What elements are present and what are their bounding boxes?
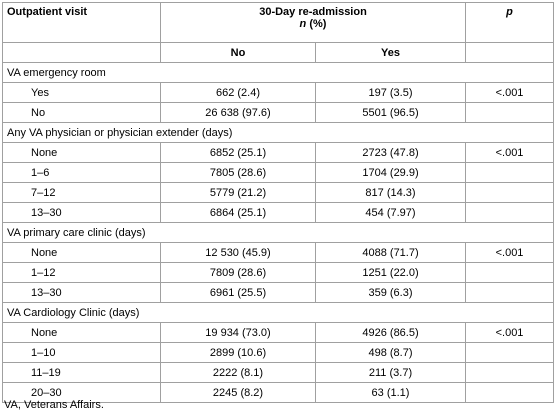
cell-yes: 4088 (71.7) [314,242,467,263]
data-row: Yes 662 (2.4) 197 (3.5) <.001 [2,82,555,103]
data-row: 13–30 6864 (25.1) 454 (7.97) [2,202,555,223]
col-header: Outpatient visit [2,2,161,43]
col-header: No [160,42,316,63]
section-label: Any VA physician or physician extender (… [1,122,555,143]
cell-yes: 359 (6.3) [314,282,467,303]
cell-p: <.001 [465,322,555,343]
empty-cell [465,382,555,403]
data-row: None 6852 (25.1) 2723 (47.8) <.001 [2,142,555,163]
row-label: 1–10 [2,342,161,363]
cell-yes: 5501 (96.5) [314,102,467,123]
cell-no: 26 638 (97.6) [160,102,316,123]
cell-p: <.001 [465,242,555,263]
data-row: 1–6 7805 (28.6) 1704 (29.9) [2,162,555,183]
data-row: None 19 934 (73.0) 4926 (86.5) <.001 [2,322,555,343]
cell-yes: 454 (7.97) [314,202,467,223]
empty-cell [465,42,555,63]
cell-no: 12 530 (45.9) [160,242,316,263]
group-header: 30-Day re-admission n (%) [159,2,467,43]
cell-no: 7805 (28.6) [160,162,316,183]
cell-no: 5779 (21.2) [160,182,316,203]
section-row: VA primary care clinic (days) [1,222,555,243]
empty-cell [2,42,161,63]
cell-yes: 2723 (47.8) [314,142,467,163]
cell-yes: 817 (14.3) [314,182,467,203]
row-label: 7–12 [2,182,161,203]
row-label: 1–12 [2,262,161,283]
col-header: Yes [314,42,467,63]
section-row: VA emergency room [1,62,555,83]
empty-cell [465,202,555,223]
cell-no: 662 (2.4) [160,82,316,103]
group-title: 30-Day re-admission [259,6,367,18]
empty-cell [465,162,555,183]
section-row: Any VA physician or physician extender (… [1,122,555,143]
data-row: No 26 638 (97.6) 5501 (96.5) [2,102,555,123]
row-label: 11–19 [2,362,161,383]
data-row: 20–30 2245 (8.2) 63 (1.1) [2,382,555,403]
footnote: VA, Veterans Affairs. [4,399,104,411]
cell-p: <.001 [465,82,555,103]
row-label: No [2,102,161,123]
cell-p: <.001 [465,142,555,163]
data-row: None 12 530 (45.9) 4088 (71.7) <.001 [2,242,555,263]
row-label: 13–30 [2,282,161,303]
cell-no: 2899 (10.6) [160,342,316,363]
cell-yes: 211 (3.7) [314,362,467,383]
cell-no: 2245 (8.2) [160,382,316,403]
row-label: Yes [2,82,161,103]
cell-yes: 4926 (86.5) [314,322,467,343]
unit: (%) [309,18,327,30]
data-row: 11–19 2222 (8.1) 211 (3.7) [2,362,555,383]
row-label: None [2,242,161,263]
empty-cell [465,262,555,283]
empty-cell [465,102,555,123]
cell-yes: 1251 (22.0) [314,262,467,283]
empty-cell [465,182,555,203]
row-label: None [2,142,161,163]
table-body: VA emergency room Yes 662 (2.4) 197 (3.5) <.… [1,62,555,403]
data-table: Outpatient visit 30-Day re-admission n (%… [1,2,555,403]
data-row: 1–12 7809 (28.6) 1251 (22.0) [2,262,555,283]
cell-no: 6852 (25.1) [160,142,316,163]
empty-cell [465,362,555,383]
row-label: 20–30 [2,382,161,403]
section-row: VA Cardiology Clinic (days) [1,302,555,323]
col-header: p [465,2,555,43]
cell-no: 2222 (8.1) [160,362,316,383]
empty-cell [465,342,555,363]
data-row: 1–10 2899 (10.6) 498 (8.7) [2,342,555,363]
data-row: 7–12 5779 (21.2) 817 (14.3) [2,182,555,203]
row-label: 13–30 [2,202,161,223]
cell-yes: 63 (1.1) [314,382,467,403]
section-label: VA primary care clinic (days) [1,222,555,243]
row-label: 1–6 [2,162,161,183]
cell-no: 6961 (25.5) [160,282,316,303]
cell-yes: 498 (8.7) [314,342,467,363]
row-label: None [2,322,161,343]
data-row: 13–30 6961 (25.5) 359 (6.3) [2,282,555,303]
section-label: VA Cardiology Clinic (days) [1,302,555,323]
empty-cell [465,282,555,303]
cell-no: 19 934 (73.0) [160,322,316,343]
cell-no: 7809 (28.6) [160,262,316,283]
cell-yes: 197 (3.5) [314,82,467,103]
cell-yes: 1704 (29.9) [314,162,467,183]
section-label: VA emergency room [1,62,555,83]
cell-no: 6864 (25.1) [160,202,316,223]
unit-var: n [299,18,307,30]
